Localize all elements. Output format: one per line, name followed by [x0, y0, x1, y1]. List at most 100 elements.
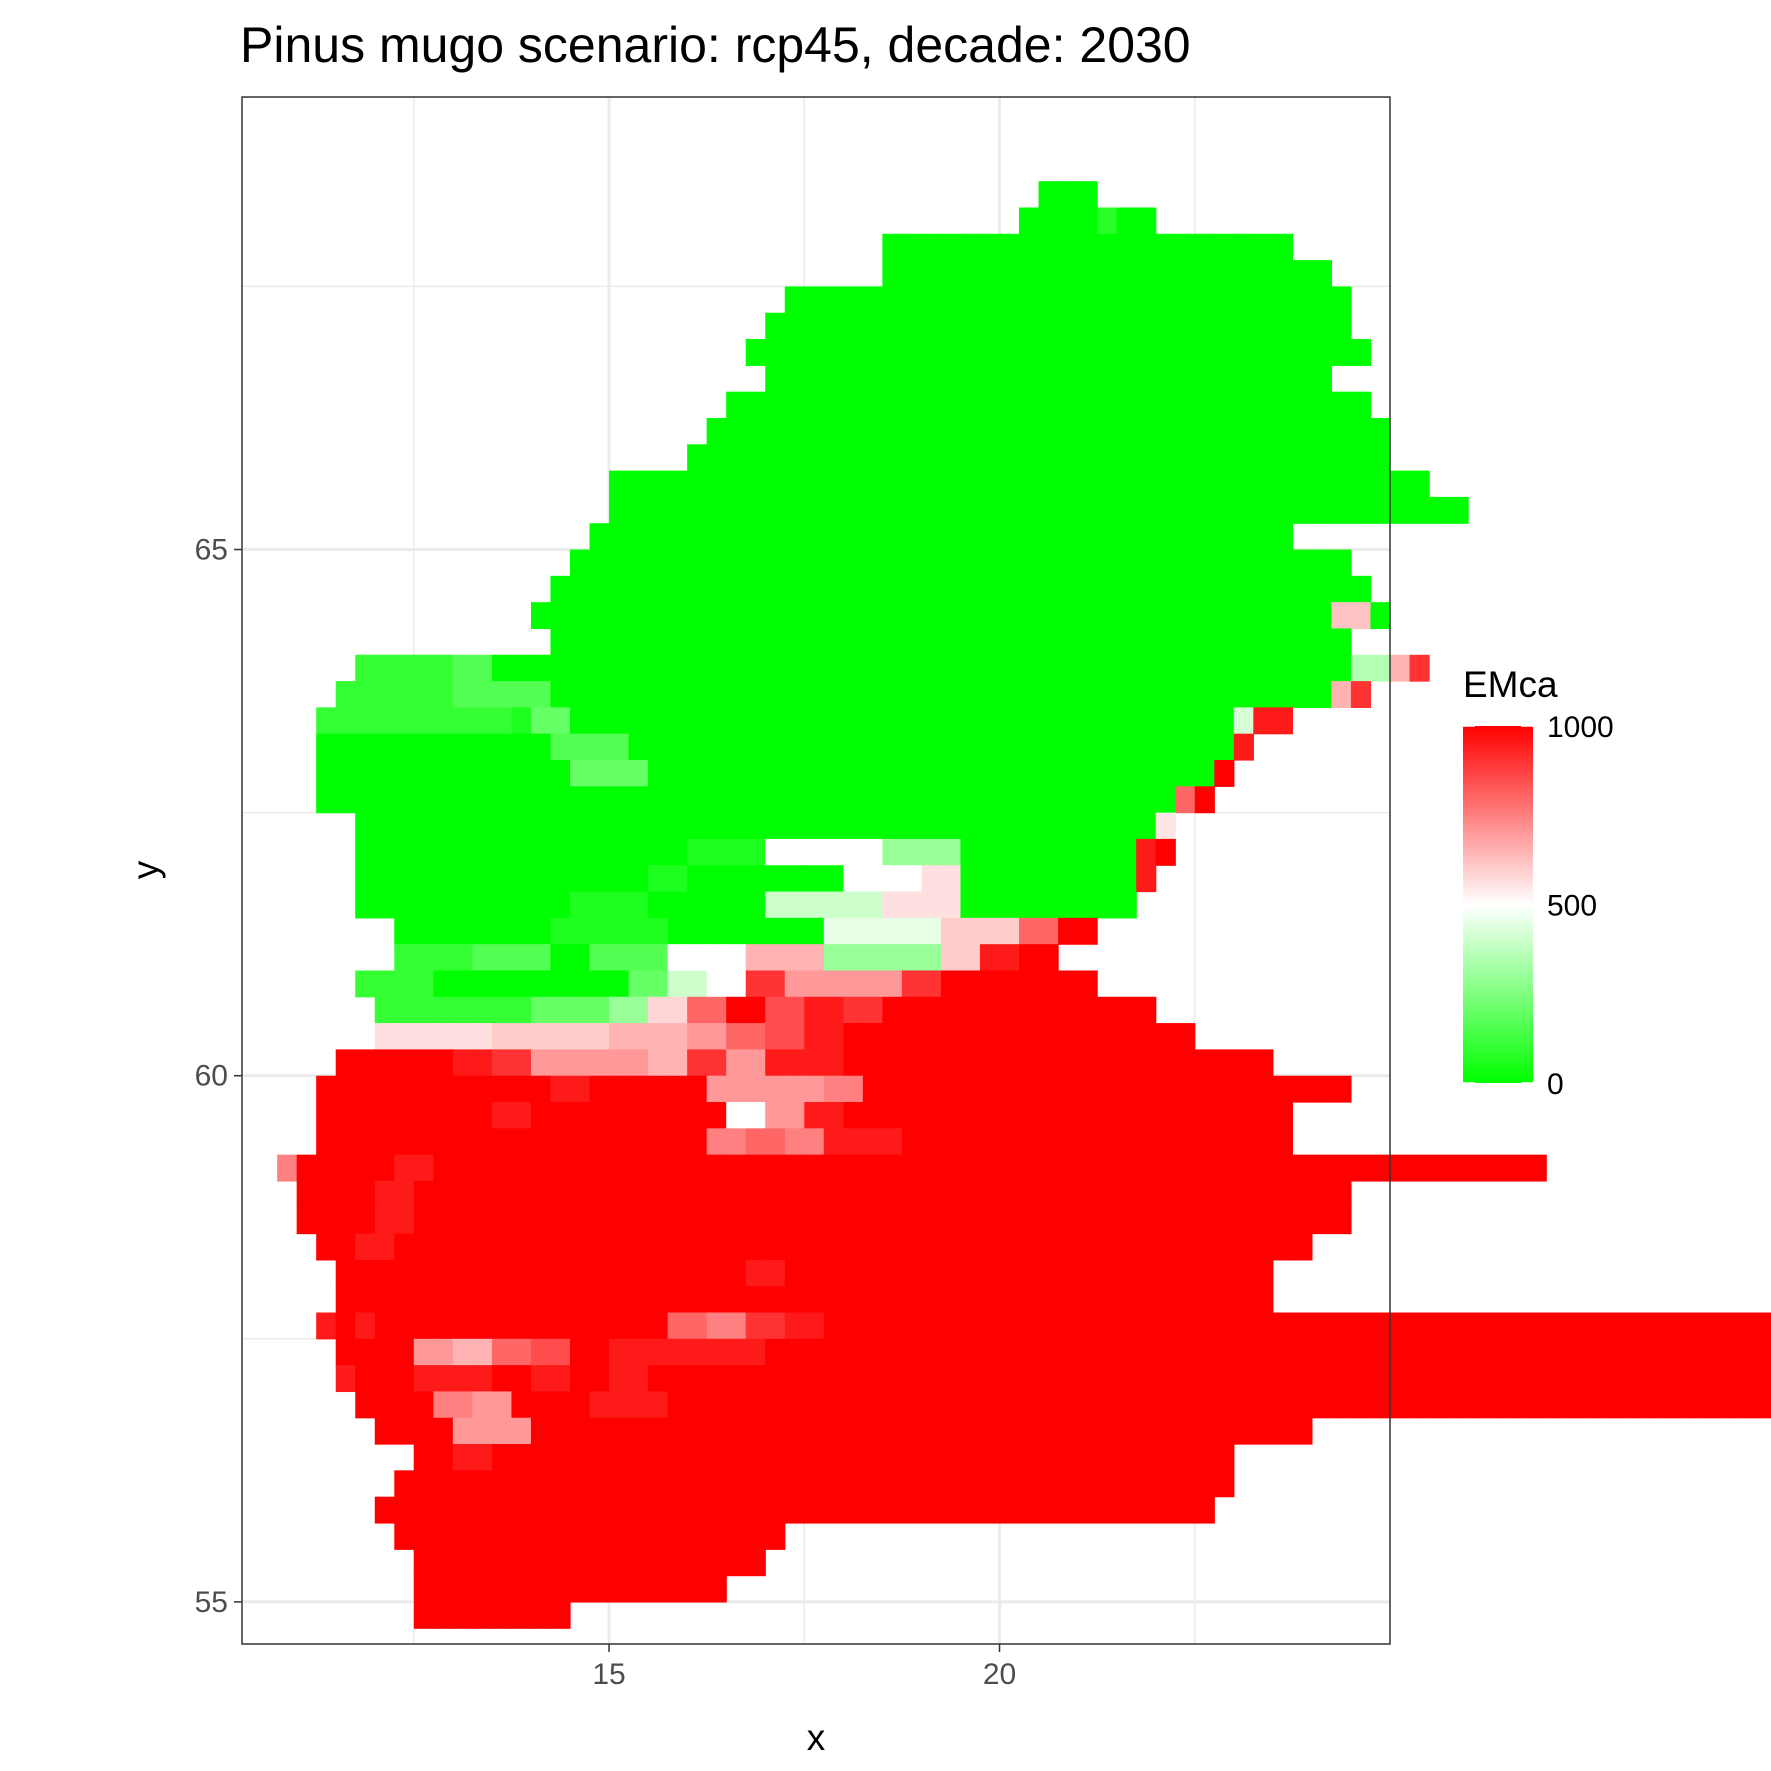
heatmap-cell: [1272, 365, 1293, 393]
heatmap-cell: [980, 707, 1001, 735]
heatmap-cell: [980, 1233, 1001, 1261]
heatmap-cell: [1175, 444, 1196, 472]
heatmap-cell: [999, 286, 1020, 314]
heatmap-cell: [413, 681, 434, 708]
heatmap-cell: [1292, 1154, 1313, 1182]
heatmap-cell: [804, 523, 825, 551]
heatmap-cell: [374, 786, 395, 814]
heatmap-cell: [843, 996, 864, 1024]
heatmap-cell: [1292, 1391, 1313, 1419]
heatmap-cell: [413, 760, 434, 787]
heatmap-cell: [1116, 1338, 1137, 1366]
heatmap-cell: [901, 549, 923, 577]
heatmap-cell: [667, 1207, 688, 1235]
heatmap-cell: [726, 1312, 747, 1340]
heatmap-cell: [1175, 286, 1196, 314]
heatmap-cell: [1038, 1075, 1059, 1103]
heatmap-cell: [609, 496, 630, 524]
heatmap-cell: [1097, 444, 1118, 472]
heatmap-cell: [1643, 1391, 1664, 1419]
heatmap-cell: [1253, 1391, 1274, 1419]
heatmap-cell: [609, 996, 630, 1024]
heatmap-cell: [882, 1286, 903, 1314]
heatmap-cell: [394, 1365, 415, 1393]
heatmap-cell: [706, 1128, 727, 1156]
heatmap-cell: [1116, 733, 1137, 761]
heatmap-cell: [1624, 1312, 1645, 1340]
heatmap-cell: [1194, 628, 1215, 656]
heatmap-cell: [1350, 444, 1372, 472]
heatmap-cell: [1077, 496, 1098, 524]
heatmap-cell: [980, 444, 1001, 472]
heatmap-cell: [433, 1180, 454, 1208]
heatmap-cell: [1097, 1233, 1118, 1261]
heatmap-cell: [999, 339, 1020, 366]
heatmap-cell: [784, 575, 805, 603]
heatmap-cell: [511, 865, 532, 893]
heatmap-cell: [687, 865, 708, 893]
heatmap-cell: [1019, 917, 1040, 945]
heatmap-cell: [687, 760, 708, 787]
heatmap-cell: [1058, 891, 1079, 919]
heatmap-cell: [804, 312, 825, 340]
heatmap-cell: [1585, 1338, 1606, 1366]
heatmap-cell: [960, 1049, 981, 1077]
heatmap-cell: [1058, 1075, 1079, 1103]
heatmap-cell: [862, 1102, 883, 1129]
heatmap-cell: [1233, 1338, 1254, 1366]
heatmap-cell: [745, 470, 766, 498]
heatmap-cell: [726, 1496, 747, 1524]
heatmap-cell: [960, 891, 981, 919]
heatmap-cell: [1019, 1154, 1040, 1182]
heatmap-cell: [1194, 312, 1215, 340]
heatmap-cell: [1136, 496, 1157, 524]
heatmap-cell: [823, 1102, 844, 1129]
heatmap-cell: [1097, 207, 1118, 235]
heatmap-cell: [530, 1049, 552, 1077]
heatmap-cell: [980, 1128, 1001, 1156]
heatmap-cell: [1058, 1128, 1079, 1156]
heatmap-cell: [901, 496, 923, 524]
heatmap-cell: [1272, 1180, 1293, 1208]
heatmap-cell: [862, 339, 883, 366]
heatmap-cell: [765, 470, 786, 498]
heatmap-cell: [980, 891, 1001, 919]
heatmap-cell: [687, 891, 708, 919]
heatmap-cell: [1058, 838, 1079, 866]
heatmap-cell: [999, 733, 1020, 761]
heatmap-cell: [1331, 1207, 1352, 1235]
heatmap-cell: [804, 1365, 825, 1393]
heatmap-cell: [433, 1233, 454, 1261]
heatmap-cell: [1038, 1180, 1059, 1208]
heatmap-cell: [882, 260, 903, 288]
heatmap-cell: [550, 786, 571, 814]
heatmap-cell: [1292, 654, 1313, 682]
heatmap-cell: [1194, 1075, 1215, 1103]
heatmap-cell: [940, 260, 962, 288]
heatmap-cell: [726, 865, 747, 893]
heatmap-cell: [726, 1049, 747, 1077]
heatmap-cell: [843, 286, 864, 314]
heatmap-cell: [843, 1391, 864, 1419]
heatmap-cell: [1155, 286, 1176, 314]
heatmap-cell: [316, 1075, 337, 1103]
heatmap-cell: [843, 1075, 864, 1103]
heatmap-cell: [1077, 444, 1098, 472]
heatmap-cell: [804, 786, 825, 814]
heatmap-cell: [570, 838, 591, 866]
heatmap-cell: [1097, 1365, 1118, 1393]
heatmap-cell: [1097, 996, 1118, 1024]
heatmap-cell: [648, 1075, 669, 1103]
heatmap-cell: [374, 760, 395, 787]
heatmap-cell: [726, 1233, 747, 1261]
heatmap-cell: [765, 838, 786, 866]
heatmap-cell: [921, 391, 942, 419]
heatmap-cell: [1077, 970, 1098, 998]
heatmap-cell: [706, 1233, 727, 1261]
heatmap-cell: [882, 1180, 903, 1208]
heatmap-cell: [1019, 417, 1040, 445]
heatmap-cell: [921, 1417, 942, 1445]
heatmap-cell: [550, 812, 571, 840]
heatmap-cell: [1194, 496, 1215, 524]
heatmap-cell: [648, 1417, 669, 1445]
